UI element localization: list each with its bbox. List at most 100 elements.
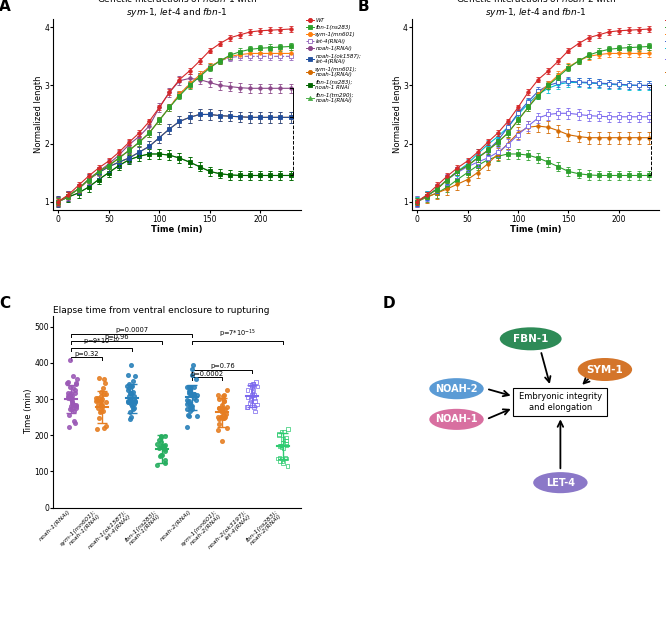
Point (188, 389, 199, 399)
Point (218, 396, 229, 406)
Point (275, 456, 286, 465)
Point (247, 387, 258, 397)
Point (248, 385, 258, 395)
Point (218, 413, 228, 423)
Point (63, 391, 73, 401)
Point (190, 374, 201, 384)
Text: p=0.96: p=0.96 (105, 334, 129, 340)
Point (123, 391, 134, 400)
Point (130, 396, 141, 406)
Point (192, 410, 202, 420)
Point (280, 453, 290, 463)
Point (66, 393, 77, 403)
Point (62, 378, 73, 388)
Point (281, 441, 292, 451)
Point (125, 396, 136, 406)
Point (274, 429, 284, 439)
Text: p=0.0007: p=0.0007 (115, 327, 149, 333)
Point (220, 404, 231, 413)
Point (126, 360, 137, 370)
Text: p=7*10$^{-15}$: p=7*10$^{-15}$ (218, 328, 256, 340)
Text: Elapse time from ventral enclosure to rupturing: Elapse time from ventral enclosure to ru… (53, 306, 270, 315)
Point (160, 456, 170, 465)
Point (91, 392, 102, 402)
Point (184, 386, 194, 396)
Point (125, 394, 136, 404)
Point (63, 388, 73, 398)
Point (100, 397, 111, 407)
Point (156, 441, 166, 451)
Title: Genetic interactions of $\it{noah}$-$\it{1}$ with
$\it{sym}$-$\it{1}$, $\it{let}: Genetic interactions of $\it{noah}$-$\it… (97, 0, 257, 19)
Point (242, 385, 252, 395)
Point (214, 402, 224, 412)
Point (127, 381, 138, 391)
Point (66, 394, 77, 404)
Point (250, 407, 260, 417)
Text: B: B (358, 0, 369, 14)
Point (124, 397, 135, 407)
Point (124, 383, 135, 392)
Point (214, 419, 224, 429)
Point (67, 399, 77, 409)
Point (96, 396, 107, 406)
Point (155, 431, 166, 441)
Point (101, 389, 111, 399)
Point (125, 414, 135, 424)
Point (97, 383, 108, 393)
Point (216, 400, 227, 410)
Point (281, 454, 292, 464)
Point (220, 409, 231, 419)
Point (185, 407, 196, 417)
Point (282, 461, 293, 471)
Point (221, 385, 232, 395)
Point (71, 378, 81, 388)
Point (274, 430, 284, 440)
Point (121, 381, 132, 391)
Y-axis label: Normalized length: Normalized length (34, 76, 43, 154)
Point (157, 450, 167, 460)
Point (129, 397, 140, 407)
Point (250, 377, 261, 387)
Point (218, 391, 228, 400)
Point (222, 423, 232, 433)
Point (242, 402, 252, 412)
Point (93, 403, 103, 413)
Ellipse shape (430, 378, 484, 399)
Point (246, 394, 257, 404)
Text: LET-4: LET-4 (546, 478, 575, 488)
Legend: WT, fbn-1(ns283), sym-1(mn601), let-4(RNAi), noah-2(RNAi), noah-2(ok3197);
let-4: WT, fbn-1(ns283), sym-1(mn601), let-4(RN… (665, 17, 666, 90)
Point (246, 390, 257, 400)
Point (218, 390, 229, 400)
FancyBboxPatch shape (513, 387, 607, 417)
Point (65, 355, 75, 365)
Point (156, 437, 166, 447)
Ellipse shape (500, 327, 561, 350)
Point (71, 400, 81, 410)
Point (160, 446, 170, 456)
Point (67, 371, 78, 381)
Point (186, 370, 197, 380)
Point (248, 381, 259, 391)
Text: FBN-1: FBN-1 (513, 334, 548, 344)
Point (184, 399, 195, 409)
Point (182, 423, 192, 433)
Point (67, 397, 77, 407)
Point (279, 426, 290, 436)
Point (91, 424, 102, 434)
Point (123, 397, 133, 407)
Point (248, 379, 258, 389)
Point (94, 413, 105, 423)
Point (212, 412, 223, 422)
Point (130, 371, 141, 381)
Point (65, 404, 75, 414)
Text: C: C (0, 296, 10, 311)
Point (124, 397, 135, 407)
Point (69, 406, 79, 416)
Point (153, 443, 164, 452)
Point (97, 402, 108, 412)
Point (216, 436, 227, 446)
Point (219, 413, 230, 423)
Point (181, 382, 192, 392)
Point (69, 418, 80, 428)
Point (95, 400, 106, 410)
